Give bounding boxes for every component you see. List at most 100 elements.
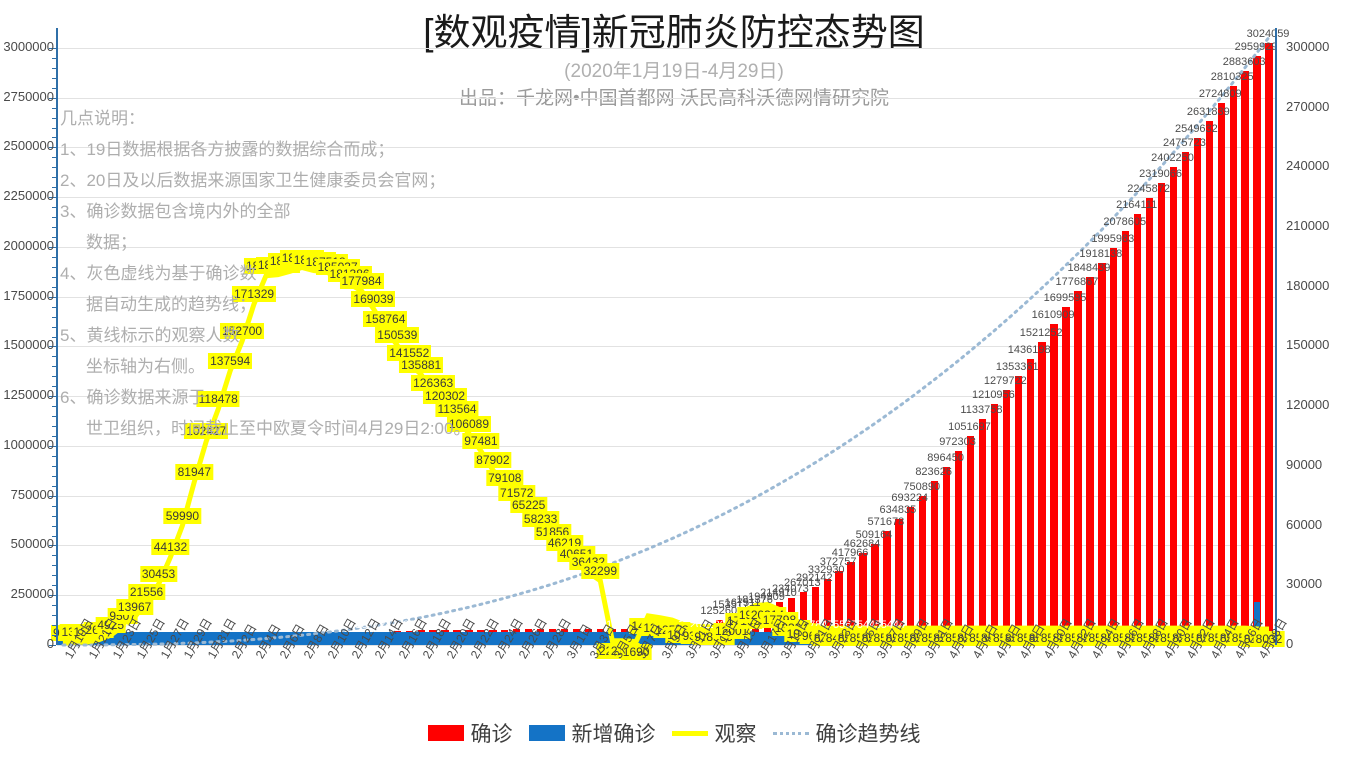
- bar-confirmed: [1014, 375, 1022, 645]
- y-axis-left-minor-tick: [52, 535, 56, 537]
- y-axis-left-tick: [49, 296, 56, 298]
- observed-value-label: 1690: [620, 643, 652, 660]
- y-axis-left-minor-tick: [52, 555, 56, 557]
- y-axis-left-tick: [49, 595, 56, 597]
- new-confirmed-value-label: 45: [868, 619, 882, 631]
- y-axis-left-minor-tick: [52, 306, 56, 308]
- bar-new-confirmed: [1253, 601, 1261, 645]
- confirmed-trend-line: [61, 35, 1271, 647]
- y-axis-left-minor-tick: [52, 137, 56, 139]
- observed-value-label: 158764: [363, 311, 408, 327]
- legend-item[interactable]: 确诊趋势线: [772, 718, 921, 748]
- confirmed-value-label: 3024059: [1246, 28, 1290, 41]
- new-confirmed-value-label: 20: [391, 619, 404, 631]
- new-confirmed-value-label: 99: [618, 619, 631, 631]
- confirmed-value-label: 693224: [891, 492, 929, 505]
- observed-value-label: 169039: [351, 290, 396, 307]
- y-axis-left-minor-tick: [52, 167, 56, 169]
- new-confirmed-value-label: 38: [247, 619, 261, 631]
- confirmed-value-label: 1133758: [960, 404, 1003, 417]
- chart-plot-area: 125260 153517 167511 181376 194909 214910 2340…: [50, 28, 1289, 660]
- new-confirmed-value-label: 13: [594, 619, 607, 631]
- y-axis-left-minor-tick: [52, 286, 56, 288]
- new-confirmed-value-label: 33: [283, 619, 296, 631]
- new-confirmed-value-label: 32: [235, 619, 249, 631]
- grid-line: [57, 495, 1275, 497]
- confirmed-value-label: 292142: [795, 571, 833, 584]
- observed-value-label: 137594: [208, 353, 253, 370]
- bar-confirmed: [847, 561, 855, 645]
- legend-item[interactable]: 新增确诊: [528, 718, 656, 748]
- y-axis-left-label: 1500000: [3, 337, 54, 353]
- bar-confirmed: [895, 518, 903, 645]
- y-axis-right-label: 0: [1286, 636, 1294, 651]
- confirmed-value-label: 823626: [915, 466, 953, 479]
- confirmed-value-label: 1436198: [1007, 344, 1051, 357]
- new-confirmed-value-label: 54: [856, 619, 870, 631]
- y-axis-left-minor-tick: [52, 276, 56, 278]
- y-axis-left-label: 2250000: [3, 188, 54, 204]
- y-axis-left-tick: [49, 346, 56, 348]
- legend-item[interactable]: 观察: [671, 718, 757, 748]
- new-confirmed-value-label: 40: [474, 619, 488, 631]
- observed-value-label: 120302: [423, 387, 468, 404]
- bar-confirmed: [823, 578, 831, 645]
- confirmed-value-label: 2549632: [1174, 122, 1218, 135]
- new-confirmed-value-label: 20: [331, 619, 344, 631]
- new-confirmed-value-label: 15: [355, 619, 368, 631]
- y-axis-left-tick: [49, 147, 56, 149]
- y-axis-left-minor-tick: [52, 386, 56, 388]
- y-axis-left-label: 3000000: [3, 38, 54, 54]
- confirmed-value-label: 2164111: [1116, 199, 1158, 212]
- y-axis-left-label: 1750000: [3, 287, 54, 303]
- observed-value-label: 171329: [231, 286, 277, 302]
- grid-line: [57, 246, 1275, 248]
- bar-confirmed: [1098, 263, 1106, 645]
- y-axis-left-minor-tick: [52, 336, 56, 338]
- bar-confirmed: [978, 419, 987, 645]
- y-axis-left-minor-tick: [52, 426, 56, 428]
- confirmed-value-label: 2810325: [1210, 70, 1254, 83]
- bar-confirmed: [1229, 85, 1237, 645]
- y-axis-left-minor-tick: [52, 615, 56, 617]
- y-axis-right-label: 210000: [1286, 218, 1330, 234]
- y-axis-right-label: 60000: [1286, 516, 1323, 532]
- observed-value-label: 126363: [411, 375, 456, 392]
- confirmed-value-label: 1848439: [1067, 262, 1111, 275]
- y-axis-left-label: 0: [46, 636, 54, 651]
- grid-line: [57, 346, 1275, 348]
- legend-swatch-icon: [671, 730, 708, 736]
- observed-value-label: 150539: [375, 327, 420, 344]
- bar-confirmed: [883, 531, 891, 645]
- bar-confirmed: [1253, 55, 1261, 645]
- observed-value-label: 58233: [521, 511, 560, 528]
- new-confirmed-value-label: 44: [892, 619, 905, 631]
- confirmed-value-label: 2631839: [1186, 106, 1230, 119]
- confirmed-value-label: 214910: [760, 587, 797, 600]
- y-axis-right-label: 150000: [1286, 337, 1330, 353]
- observed-value-label: 113564: [435, 400, 479, 417]
- note-line: 5、黄线标示的观察人数: [60, 326, 240, 345]
- confirmed-value-label: 234073: [772, 583, 809, 596]
- new-confirmed-value-label: 36: [259, 619, 273, 631]
- confirmed-value-label: 896450: [927, 451, 964, 464]
- y-axis-left-minor-tick: [52, 157, 56, 159]
- grid-line: [57, 296, 1275, 298]
- confirmed-value-label: 267013: [783, 576, 821, 589]
- bar-confirmed: [1086, 277, 1094, 645]
- observed-value-label: 21556: [127, 584, 166, 601]
- bar-confirmed: [1193, 137, 1202, 645]
- legend-item[interactable]: 确诊: [427, 718, 513, 748]
- new-confirmed-value-label: 40: [498, 619, 511, 631]
- confirmed-value-label: 1995983: [1091, 232, 1135, 245]
- y-axis-left-tick: [49, 47, 56, 49]
- y-axis-left-minor-tick: [52, 77, 56, 79]
- bar-confirmed: [1110, 247, 1118, 645]
- new-confirmed-value-label: 12: [570, 619, 583, 631]
- observed-value-label: 177984: [339, 272, 384, 289]
- y-axis-left-minor-tick: [52, 635, 56, 637]
- y-axis-right-label: 30000: [1286, 576, 1323, 592]
- observed-value-label: 65225: [509, 497, 548, 514]
- y-axis-left-tick: [49, 396, 56, 398]
- confirmed-value-label: 2724809: [1198, 87, 1242, 100]
